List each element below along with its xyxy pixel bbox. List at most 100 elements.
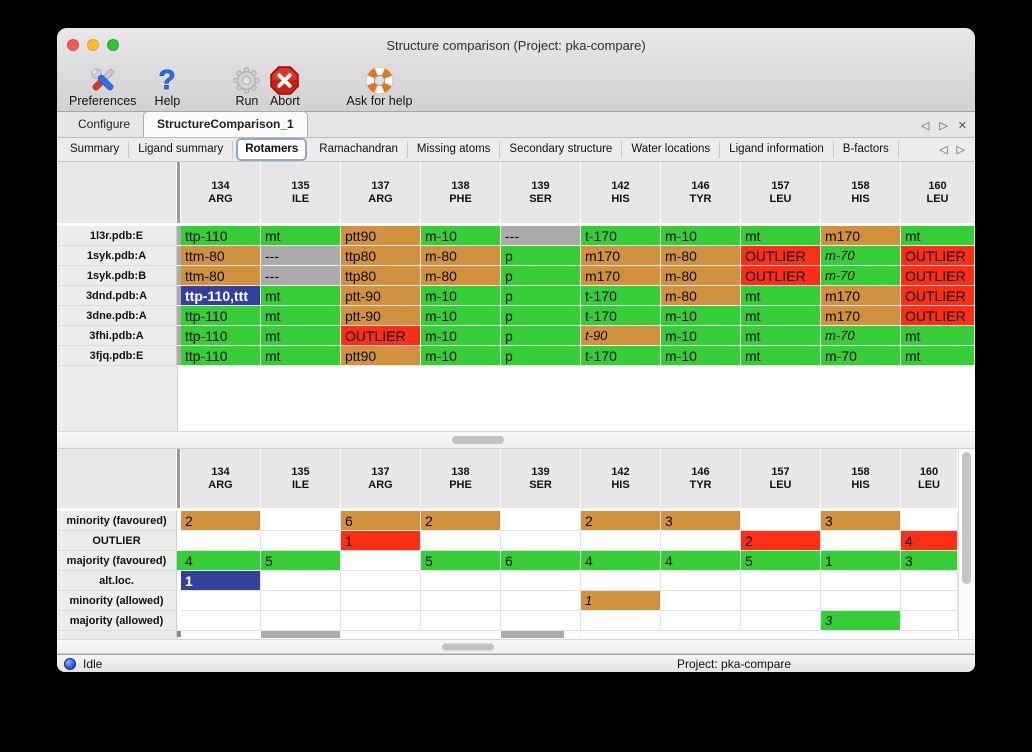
table-cell[interactable] — [741, 611, 821, 632]
table-cell[interactable]: m170 — [821, 306, 901, 326]
table-cell[interactable]: ttp-110,ttt — [181, 286, 261, 306]
table-cell[interactable]: ttp-110 — [181, 326, 261, 346]
table-cell[interactable]: mt — [261, 286, 341, 306]
table-cell[interactable]: m-10 — [661, 346, 741, 366]
table-cell[interactable]: 3 — [821, 511, 901, 532]
column-header-146[interactable]: 146 TYR — [661, 162, 741, 226]
table-cell[interactable] — [501, 571, 581, 592]
table-cell[interactable] — [501, 611, 581, 632]
bottom-hscrollbar-thumb[interactable] — [442, 643, 494, 651]
row-label-1l3r-pdb-e[interactable]: 1l3r.pdb:E — [57, 226, 177, 246]
row-label-3fjq-pdb-e[interactable]: 3fjq.pdb:E — [57, 346, 177, 366]
table-cell[interactable] — [261, 611, 341, 632]
subtab-b-factors[interactable]: B-factors — [834, 141, 899, 158]
subtab-missing-atoms[interactable]: Missing atoms — [408, 141, 501, 158]
table-cell[interactable]: ttp-110 — [181, 346, 261, 366]
table-cell[interactable] — [341, 611, 421, 632]
table-cell[interactable]: mt — [741, 346, 821, 366]
column-header-142[interactable]: 142 HIS — [581, 162, 661, 226]
tab-close-icon[interactable]: ✕ — [957, 119, 967, 132]
column-header-157[interactable]: 157 LEU — [741, 162, 821, 226]
bottom-table-hscrollbar[interactable] — [57, 639, 975, 655]
column-header-134[interactable]: 134 ARG — [181, 449, 261, 512]
table-cell[interactable] — [661, 531, 741, 552]
table-cell[interactable]: OUTLIER — [901, 246, 975, 266]
table-cell[interactable]: m-10 — [661, 226, 741, 246]
table-cell[interactable] — [661, 571, 741, 592]
table-cell[interactable]: mt — [741, 326, 821, 346]
table-cell[interactable]: ttp-110 — [181, 226, 261, 246]
table-cell[interactable] — [901, 511, 958, 532]
table-cell[interactable]: 4 — [661, 551, 741, 572]
table-cell[interactable]: m170 — [821, 286, 901, 306]
table-cell[interactable] — [341, 571, 421, 592]
table-cell[interactable] — [261, 531, 341, 552]
table-cell[interactable]: 2 — [741, 531, 821, 552]
traffic-light-close-button[interactable] — [67, 39, 79, 51]
column-header-158[interactable]: 158 HIS — [821, 449, 901, 512]
table-cell[interactable] — [421, 531, 501, 552]
table-cell[interactable] — [341, 591, 421, 612]
row-label-majority-favoured[interactable]: majority (favoured) — [57, 551, 177, 572]
table-cell[interactable]: mt — [901, 346, 975, 366]
row-label-1syk-pdb-b[interactable]: 1syk.pdb:B — [57, 266, 177, 286]
table-cell[interactable]: m-10 — [661, 306, 741, 326]
column-header-137[interactable]: 137 ARG — [341, 449, 421, 512]
table-cell[interactable]: t-170 — [581, 306, 661, 326]
table-cell[interactable]: ttp80 — [341, 246, 421, 266]
table-cell[interactable] — [341, 551, 421, 572]
column-header-137[interactable]: 137 ARG — [341, 162, 421, 226]
table-cell[interactable]: p — [501, 306, 581, 326]
table-cell[interactable]: OUTLIER — [901, 266, 975, 286]
table-cell[interactable] — [821, 531, 901, 552]
table-cell[interactable]: OUTLIER — [341, 326, 421, 346]
table-cell[interactable]: m-70 — [821, 266, 901, 286]
table-cell[interactable]: m-80 — [661, 266, 741, 286]
row-label-3dne-pdb-a[interactable]: 3dne.pdb:A — [57, 306, 177, 326]
table-cell[interactable]: 1 — [581, 591, 661, 612]
table-cell[interactable]: 3 — [661, 511, 741, 532]
table-cell[interactable]: 4 — [581, 551, 661, 572]
traffic-light-zoom-button[interactable] — [107, 39, 119, 51]
table-cell[interactable]: 5 — [741, 551, 821, 572]
table-cell[interactable] — [261, 591, 341, 612]
table-cell[interactable] — [661, 591, 741, 612]
row-label-1syk-pdb-a[interactable]: 1syk.pdb:A — [57, 246, 177, 266]
table-cell[interactable]: mt — [741, 306, 821, 326]
table-cell[interactable]: ttm-80 — [181, 246, 261, 266]
table-cell[interactable]: mt — [261, 346, 341, 366]
table-cell[interactable]: 1 — [821, 551, 901, 572]
table-cell[interactable]: mt — [261, 226, 341, 246]
table-cell[interactable] — [661, 611, 741, 632]
toolbar-button-help[interactable]: ? Help — [154, 64, 181, 108]
table-cell[interactable]: m-10 — [661, 326, 741, 346]
top-table-hscrollbar[interactable] — [57, 431, 975, 450]
tab-configure[interactable]: Configure — [78, 117, 131, 131]
column-header-139[interactable]: 139 SER — [501, 162, 581, 226]
row-label-3dnd-pdb-a[interactable]: 3dnd.pdb:A — [57, 286, 177, 306]
tab-nav-forward-icon[interactable]: ▷ — [939, 119, 948, 132]
column-header-158[interactable]: 158 HIS — [821, 162, 901, 226]
tab-structurecomparison-1[interactable]: StructureComparison_1 — [143, 111, 308, 137]
subtab-nav-forward-icon[interactable]: ▷ — [956, 144, 965, 156]
table-cell[interactable] — [821, 571, 901, 592]
toolbar-button-preferences[interactable]: Preferences — [69, 64, 136, 108]
table-cell[interactable]: m170 — [581, 246, 661, 266]
column-header-142[interactable]: 142 HIS — [581, 449, 661, 512]
subtab-secondary-structure[interactable]: Secondary structure — [500, 141, 623, 158]
table-cell[interactable]: 1 — [181, 571, 261, 592]
table-cell[interactable] — [901, 611, 958, 632]
subtab-ligand-information[interactable]: Ligand information — [720, 141, 834, 158]
table-cell[interactable]: --- — [261, 246, 341, 266]
toolbar-button-ask-for-help[interactable]: Ask for help — [346, 64, 412, 108]
table-cell[interactable]: m-80 — [661, 246, 741, 266]
table-cell[interactable]: 3 — [901, 551, 958, 572]
table-cell[interactable] — [421, 591, 501, 612]
table-cell[interactable]: 4 — [181, 551, 261, 572]
table-cell[interactable] — [741, 511, 821, 532]
table-cell[interactable]: 4 — [901, 531, 958, 552]
table-cell[interactable]: ttm-80 — [181, 266, 261, 286]
bottom-vscrollbar-thumb[interactable] — [962, 452, 971, 585]
table-cell[interactable]: OUTLIER — [901, 306, 975, 326]
subtab-summary[interactable]: Summary — [61, 141, 130, 158]
